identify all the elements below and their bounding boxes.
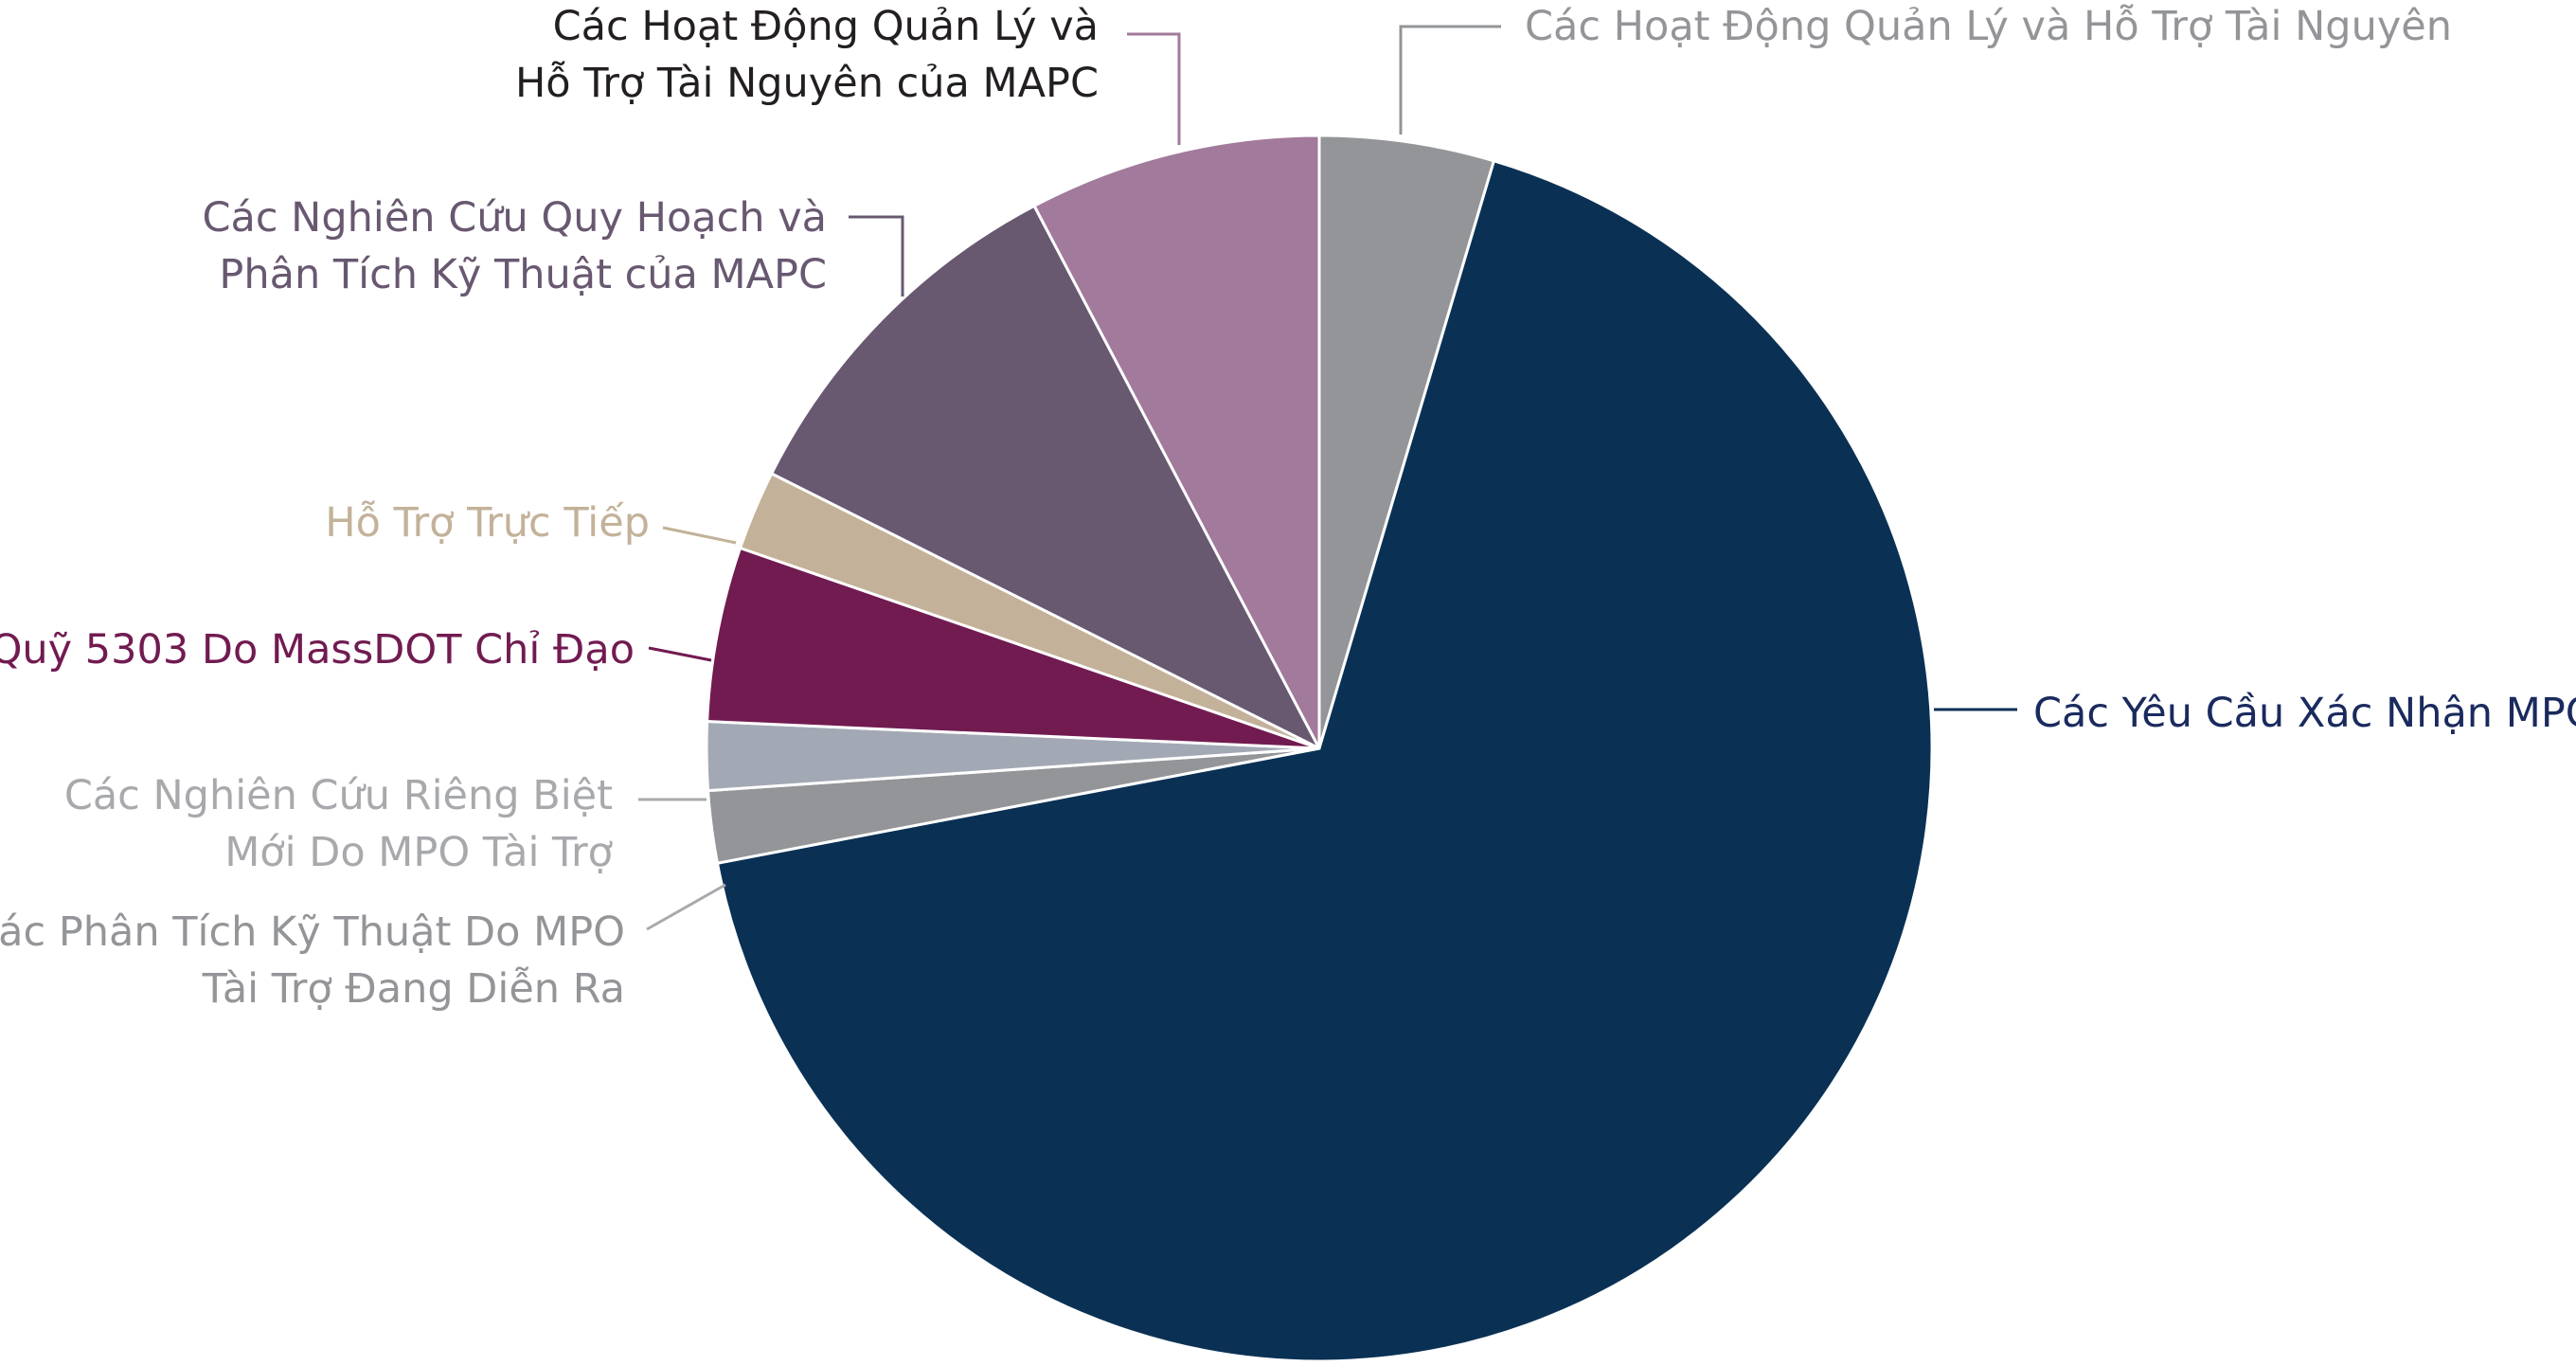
slice-label-line: Các Hoạt Động Quản Lý và <box>553 3 1099 50</box>
pie-slices <box>705 134 1934 1363</box>
slice-label-line: Các Nghiên Cứu Riêng Biệt <box>64 772 613 819</box>
slice-label-cac-hoat-dong-quan-ly-va-ho-tro-tai-nguyen-cua-mapc: Các Hoạt Động Quản Lý và Hỗ Trợ Tài Nguyê… <box>515 3 1099 107</box>
slice-label-line: Các Yêu Cầu Xác Nhận MPO <box>2033 690 2576 737</box>
leader-line-cac-hoat-dong-quan-ly-va-ho-tro-tai-nguyen <box>1399 25 1501 135</box>
slice-label-cac-nghien-cuu-quy-hoach-va-phan-tich-ky-thuat-cua-mapc: Các Nghiên Cứu Quy Hoạch và Phân Tích Kỹ … <box>203 194 828 298</box>
leader-line-ho-tro-truc-tiep <box>662 526 737 545</box>
slice-label-line: Tài Trợ Đang Diễn Ra <box>202 965 625 1013</box>
slice-label-cac-phan-tich-ky-thuat-do-mpo-tai-tro-dang-dien-ra: Các Phân Tích Kỹ Thuật Do MPO Tài Trợ Đan… <box>0 908 625 1013</box>
leader-line-cac-hoat-dong-quan-ly-va-ho-tro-tai-nguyen-cua-mapc <box>1127 32 1181 145</box>
leader-line-quy-5303-do-massdot-chi-dao <box>648 646 712 662</box>
slice-label-cac-nghien-cuu-rieng-biet-moi-do-mpo-tai-tro: Các Nghiên Cứu Riêng Biệt Mới Do MPO Tài … <box>64 772 613 876</box>
slice-label-ho-tro-truc-tiep: Hỗ Trợ Trực Tiếp <box>325 499 650 547</box>
slice-label-line: Hỗ Trợ Trực Tiếp <box>325 499 650 547</box>
slice-label-line: Quỹ 5303 Do MassDOT Chỉ Đạo <box>0 626 635 674</box>
slice-label-line: Phân Tích Kỹ Thuật của MAPC <box>219 251 827 298</box>
pie-slice-quy-5303-do-massdot-chi-dao <box>706 547 1321 750</box>
slice-labels: Các Hoạt Động Quản Lý và Hỗ Trợ Tài Nguy… <box>0 3 2576 1013</box>
pie-slice-cac-hoat-dong-quan-ly-va-ho-tro-tai-nguyen <box>1317 134 1495 750</box>
slice-label-quy-5303-do-massdot-chi-dao: Quỹ 5303 Do MassDOT Chỉ Đạo <box>0 626 635 674</box>
slice-label-line: Các Phân Tích Kỹ Thuật Do MPO <box>0 908 625 956</box>
slice-label-cac-yeu-cau-xac-nhan-mpo: Các Yêu Cầu Xác Nhận MPO <box>2033 690 2576 737</box>
slice-label-line: Hỗ Trợ Tài Nguyên của MAPC <box>515 60 1099 107</box>
slice-label-cac-hoat-dong-quan-ly-va-ho-tro-tai-nguyen: Các Hoạt Động Quản Lý và Hỗ Trợ Tài Nguy… <box>1525 3 2452 50</box>
slice-label-line: Mới Do MPO Tài Trợ <box>224 829 613 876</box>
leader-line-cac-phan-tich-ky-thuat-do-mpo-tai-tro-dang-dien-ra <box>646 883 726 931</box>
slice-label-line: Các Nghiên Cứu Quy Hoạch và <box>203 194 828 242</box>
leader-lines <box>638 25 2017 931</box>
slice-label-line: Các Hoạt Động Quản Lý và Hỗ Trợ Tài Nguy… <box>1525 3 2452 50</box>
leader-line-cac-nghien-cuu-quy-hoach-va-phan-tich-ky-thuat-cua-mapc <box>849 215 904 297</box>
pie-slice-cac-yeu-cau-xac-nhan-mpo <box>715 159 1934 1363</box>
pie-slice-cac-nghien-cuu-quy-hoach-va-phan-tich-ky-thuat-cua-mapc <box>770 204 1321 750</box>
pie-slice-cac-hoat-dong-quan-ly-va-ho-tro-tai-nguyen-cua-mapc <box>1032 134 1321 750</box>
